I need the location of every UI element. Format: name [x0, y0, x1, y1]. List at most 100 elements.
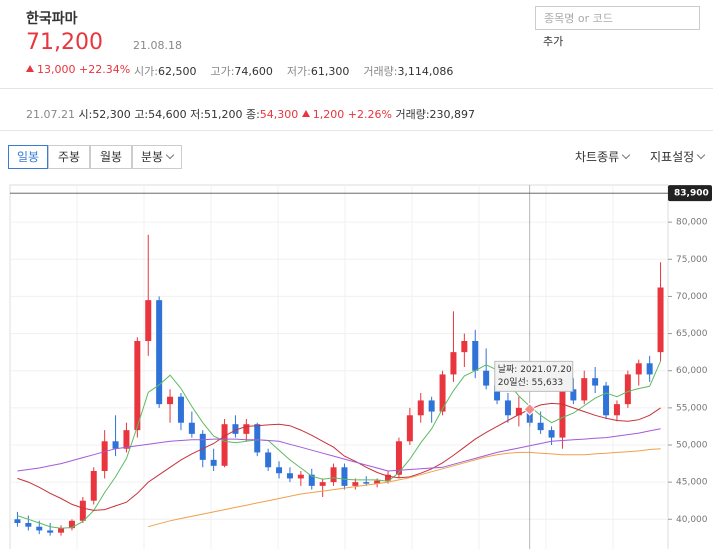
candle-body: [167, 396, 174, 405]
tab[interactable]: 분봉: [132, 145, 182, 169]
candle-body: [90, 471, 97, 501]
candle-body: [36, 526, 43, 531]
label: 저:: [190, 108, 204, 121]
value: 54,300: [259, 108, 299, 121]
candle-body: [243, 424, 250, 434]
price-label-box: [668, 185, 712, 202]
candle-body: [101, 441, 108, 471]
prev-date: 21.07.21: [26, 108, 75, 121]
tooltip-box: [494, 360, 574, 392]
candle-body: [646, 363, 653, 375]
candle-body: [483, 370, 490, 386]
candle-body: [221, 424, 228, 466]
tab[interactable]: 일봉: [8, 145, 48, 169]
candle-body: [123, 430, 130, 449]
stats: 시가:62,500 고가:74,600 저가:61,300 거래량:3,114,086: [134, 63, 467, 79]
menu-label: 지표설정: [650, 150, 695, 164]
chart-type-menu[interactable]: 차트종류: [575, 148, 631, 165]
candle-body: [559, 389, 566, 438]
value: 51,200: [203, 108, 243, 121]
candle-body: [14, 519, 21, 523]
tooltip-line: 20일선: 55,633: [498, 377, 563, 388]
chart: 40,000 45,000 50,000 55,000 60,000 65,000 70,0…: [9, 184, 712, 549]
y-tick-label: 75,000: [676, 255, 708, 265]
change-value: 13,000: [37, 63, 76, 76]
candle-body: [47, 530, 54, 533]
candle-body: [548, 430, 555, 438]
candle-body: [363, 482, 370, 484]
y-tick-label: 70,000: [676, 292, 708, 302]
candle-body: [374, 480, 381, 484]
candle-body: [472, 341, 479, 371]
candle-body: [504, 400, 511, 416]
value: 1,200: [312, 108, 345, 121]
moving-average: [17, 360, 662, 529]
stat-value: 3,114,086: [397, 65, 454, 78]
candle-body: [177, 396, 184, 423]
moving-average: [17, 428, 661, 472]
stat-label: 거래량:: [363, 65, 398, 78]
value: 52,300: [92, 108, 131, 121]
moving-average: [148, 448, 661, 528]
y-tick-label: 55,000: [676, 403, 708, 413]
tab-label: 분봉: [140, 150, 164, 164]
candle-body: [385, 474, 392, 481]
candle-body: [352, 482, 359, 486]
candle-body: [428, 400, 435, 412]
indicator-menu[interactable]: 지표설정: [650, 148, 706, 165]
plot-border: [9, 184, 669, 549]
change: 13,000 +22.34%: [26, 63, 130, 76]
y-tick-label: 60,000: [676, 366, 708, 376]
candle-body: [188, 422, 195, 434]
candle-body: [581, 378, 588, 401]
tab[interactable]: 주봉: [48, 145, 90, 169]
date: 21.08.18: [133, 39, 182, 52]
value: 230,897: [429, 108, 476, 121]
prev-day: 21.07.21 시:52,300 고:54,600 저:51,200 종:54…: [26, 106, 475, 122]
y-tick-label: 40,000: [676, 515, 708, 525]
candle-body: [657, 287, 664, 353]
candle-body: [112, 441, 119, 449]
candle-body: [58, 528, 65, 533]
tooltip-line: 날짜: 2021.07.20: [498, 364, 572, 375]
candle-body: [134, 341, 141, 431]
candle-body: [156, 300, 163, 405]
price: 71,200: [26, 30, 103, 55]
search-input[interactable]: 종목명 or 코드: [535, 6, 700, 30]
stat-value: 62,500: [157, 65, 197, 78]
tab[interactable]: 월봉: [90, 145, 132, 169]
candle-body: [624, 374, 631, 405]
candle-body: [603, 385, 610, 416]
y-tick-label: 50,000: [676, 441, 708, 451]
divider: [0, 88, 713, 89]
candle-body: [494, 385, 501, 401]
stock-name: 한국파마: [26, 11, 78, 27]
moving-average: [17, 402, 661, 511]
add-button[interactable]: 추가: [543, 35, 564, 48]
candle-body: [461, 341, 468, 353]
y-tick-label: 45,000: [676, 478, 708, 488]
candle-body: [254, 424, 261, 453]
candle-body: [145, 300, 152, 341]
candle-body: [265, 452, 272, 468]
y-tick-label: 80,000: [676, 218, 708, 228]
price-label: 83,900: [674, 189, 709, 199]
candle-body: [395, 441, 402, 475]
stat-label: 저가:: [286, 65, 311, 78]
candle-body: [276, 467, 283, 474]
candle-body: [210, 459, 217, 466]
label: 거래량:: [395, 108, 430, 121]
candle-body: [25, 523, 32, 527]
tooltip: 날짜: 2021.07.20 20일선: 55,633: [494, 360, 574, 392]
candle-body: [570, 389, 577, 401]
stat-value: 74,600: [234, 65, 273, 78]
y-tick-label: 65,000: [676, 329, 708, 339]
candle-body: [232, 424, 239, 434]
stat-value: 61,300: [310, 65, 350, 78]
label: 고:: [134, 108, 149, 121]
candle-body: [515, 407, 522, 416]
change-pct: +22.34%: [79, 63, 131, 76]
candle-body: [319, 482, 326, 486]
candle-body: [308, 474, 315, 486]
